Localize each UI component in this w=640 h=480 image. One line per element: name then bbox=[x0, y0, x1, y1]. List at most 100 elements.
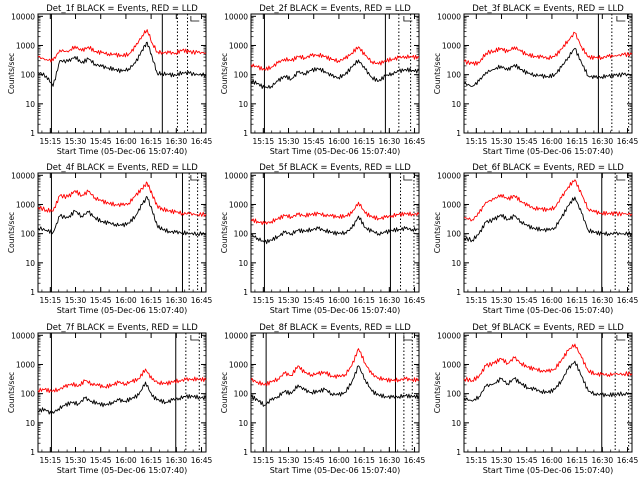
y-tick-label: 10000 bbox=[11, 12, 35, 21]
x-tick-label: 15:30 bbox=[65, 456, 87, 465]
x-tick-label: 16:15 bbox=[353, 137, 375, 146]
y-axis-label: Counts/sec bbox=[433, 53, 442, 94]
y-tick-label: 1 bbox=[30, 129, 35, 138]
x-axis-label: Start Time (05-Dec-06 15:07:40) bbox=[483, 466, 614, 475]
corner-bracket bbox=[190, 16, 200, 22]
plot-frame bbox=[37, 172, 207, 293]
series-line-events bbox=[250, 59, 420, 89]
x-tick-label: 15:30 bbox=[491, 296, 513, 305]
chart-panel-7: Det_7f BLACK = Events, RED = LLD 1 10 100 10… bbox=[7, 323, 213, 475]
x-tick-label: 15:45 bbox=[516, 456, 538, 465]
x-tick-label: 16:00 bbox=[541, 456, 563, 465]
y-tick-label: 10000 bbox=[437, 331, 461, 340]
chart-panel-1: Det_1f BLACK = Events, RED = LLD 1 10 100 10… bbox=[7, 4, 213, 156]
x-axis-label: Start Time (05-Dec-06 15:07:40) bbox=[483, 147, 614, 156]
y-tick-label: 10000 bbox=[224, 331, 248, 340]
y-tick-label: 1000 bbox=[229, 41, 248, 50]
chart-title: Det_9f BLACK = Events, RED = LLD bbox=[472, 323, 624, 333]
x-axis-label: Start Time (05-Dec-06 15:07:40) bbox=[57, 306, 188, 315]
x-axis-label: Start Time (05-Dec-06 15:07:40) bbox=[270, 147, 401, 156]
x-tick-label: 16:00 bbox=[328, 456, 350, 465]
x-tick-label: 15:45 bbox=[90, 137, 112, 146]
x-tick-label: 16:00 bbox=[328, 137, 350, 146]
series-line-events bbox=[250, 365, 420, 407]
plot-frame bbox=[37, 332, 207, 453]
series-line-events bbox=[37, 41, 207, 87]
plot-frame bbox=[463, 332, 633, 453]
x-tick-label: 15:30 bbox=[491, 137, 513, 146]
x-tick-label: 15:15 bbox=[40, 296, 62, 305]
series-line-lld bbox=[463, 343, 633, 383]
corner-bracket bbox=[403, 175, 413, 181]
x-tick-label: 16:30 bbox=[379, 456, 401, 465]
x-tick-label: 16:30 bbox=[166, 137, 188, 146]
x-tick-label: 16:45 bbox=[191, 456, 213, 465]
x-tick-label: 15:45 bbox=[516, 137, 538, 146]
x-tick-label: 16:45 bbox=[617, 137, 639, 146]
plot-frame bbox=[250, 13, 420, 134]
y-tick-label: 1 bbox=[30, 288, 35, 297]
x-tick-label: 15:15 bbox=[466, 137, 488, 146]
x-axis-label: Start Time (05-Dec-06 15:07:40) bbox=[270, 466, 401, 475]
y-tick-label: 100 bbox=[447, 390, 462, 399]
y-tick-label: 10000 bbox=[11, 171, 35, 180]
series-line-events bbox=[37, 196, 207, 237]
corner-bracket bbox=[616, 16, 626, 22]
x-tick-label: 16:15 bbox=[566, 456, 588, 465]
series-line-lld bbox=[250, 348, 420, 387]
x-tick-label: 15:45 bbox=[516, 296, 538, 305]
y-tick-label: 1 bbox=[243, 129, 248, 138]
x-tick-label: 16:15 bbox=[566, 137, 588, 146]
x-tick-label: 15:15 bbox=[253, 296, 275, 305]
x-tick-label: 15:15 bbox=[40, 456, 62, 465]
chart-panel-3: Det_3f BLACK = Events, RED = LLD 1 10 100 10… bbox=[433, 4, 639, 156]
corner-bracket bbox=[616, 335, 626, 341]
chart-panel-2: Det_2f BLACK = Events, RED = LLD 1 10 100 10… bbox=[220, 4, 426, 156]
chart-title: Det_3f BLACK = Events, RED = LLD bbox=[472, 4, 624, 14]
corner-bracket bbox=[403, 16, 413, 22]
series-line-lld bbox=[463, 179, 633, 222]
x-tick-label: 16:15 bbox=[140, 296, 162, 305]
x-axis-label: Start Time (05-Dec-06 15:07:40) bbox=[57, 466, 188, 475]
series-line-lld bbox=[250, 201, 420, 226]
y-tick-label: 10000 bbox=[11, 331, 35, 340]
x-tick-label: 15:45 bbox=[90, 296, 112, 305]
series-line-events bbox=[37, 381, 207, 415]
y-tick-label: 10000 bbox=[224, 171, 248, 180]
corner-bracket bbox=[190, 175, 200, 181]
x-tick-label: 15:30 bbox=[278, 137, 300, 146]
x-tick-label: 16:00 bbox=[115, 137, 137, 146]
series-line-lld bbox=[463, 31, 633, 66]
x-tick-label: 16:15 bbox=[353, 456, 375, 465]
y-tick-label: 100 bbox=[447, 71, 462, 80]
y-tick-label: 1 bbox=[243, 448, 248, 457]
y-tick-label: 100 bbox=[21, 390, 36, 399]
y-tick-label: 100 bbox=[21, 71, 36, 80]
x-tick-label: 16:30 bbox=[379, 137, 401, 146]
x-tick-label: 16:00 bbox=[115, 456, 137, 465]
x-tick-label: 16:15 bbox=[140, 456, 162, 465]
y-tick-label: 10 bbox=[25, 259, 35, 268]
x-tick-label: 16:15 bbox=[566, 296, 588, 305]
y-tick-label: 1000 bbox=[442, 41, 461, 50]
x-tick-label: 16:45 bbox=[617, 296, 639, 305]
y-tick-label: 10 bbox=[25, 419, 35, 428]
y-tick-label: 10 bbox=[451, 419, 461, 428]
x-tick-label: 16:45 bbox=[191, 137, 213, 146]
x-tick-label: 15:15 bbox=[466, 456, 488, 465]
y-tick-label: 1 bbox=[456, 129, 461, 138]
x-tick-label: 16:15 bbox=[353, 296, 375, 305]
x-tick-label: 16:15 bbox=[140, 137, 162, 146]
chart-panel-5: Det_5f BLACK = Events, RED = LLD 1 10 100 10… bbox=[220, 163, 426, 315]
y-tick-label: 10 bbox=[451, 100, 461, 109]
x-tick-label: 16:30 bbox=[166, 296, 188, 305]
y-tick-label: 10 bbox=[25, 100, 35, 109]
chart-title: Det_1f BLACK = Events, RED = LLD bbox=[46, 4, 198, 14]
x-tick-label: 15:15 bbox=[253, 456, 275, 465]
x-tick-label: 16:00 bbox=[115, 296, 137, 305]
series-line-events bbox=[463, 360, 633, 402]
y-tick-label: 10000 bbox=[437, 171, 461, 180]
x-tick-label: 16:45 bbox=[617, 456, 639, 465]
x-tick-label: 15:30 bbox=[278, 456, 300, 465]
x-tick-label: 16:45 bbox=[191, 296, 213, 305]
